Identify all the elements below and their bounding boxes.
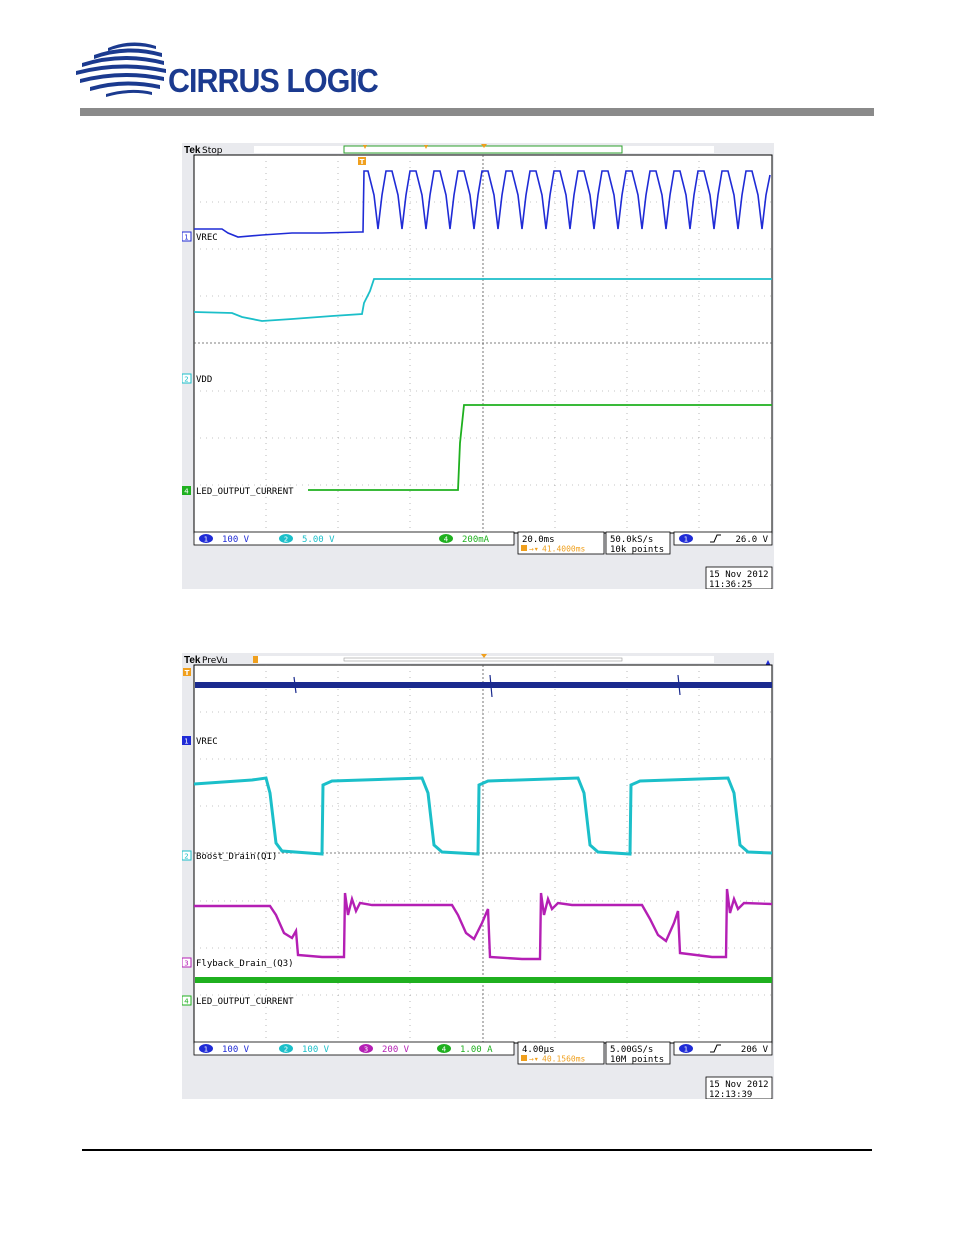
- ch4-marker-icon: [182, 995, 192, 1006]
- record-window-indicator: [343, 657, 623, 662]
- svg-text:1: 1: [204, 1046, 208, 1054]
- svg-text:1: 1: [204, 536, 208, 544]
- ch2-scale: 5.00 V: [302, 535, 335, 545]
- ch1-scale: 100 V: [222, 1045, 250, 1055]
- ch4-label: LED_OUTPUT_CURRENT: [196, 997, 294, 1007]
- svg-text:T: T: [185, 669, 190, 677]
- ch1-marker-icon: [182, 231, 192, 242]
- capture-date: 15 Nov 2012: [709, 1080, 769, 1090]
- ch2-marker-icon: [182, 850, 192, 861]
- ch4-marker-num: 4: [184, 488, 189, 496]
- ch4-marker-icon: [182, 486, 191, 495]
- scope-brand: Tek: [184, 145, 201, 156]
- svg-text:3: 3: [364, 1046, 368, 1054]
- ch1-marker-num: 1: [184, 738, 188, 746]
- ch1-label: VREC: [196, 737, 218, 747]
- svg-text:2: 2: [284, 536, 288, 544]
- ch1-trace: [195, 682, 772, 688]
- record-window-indicator: [343, 145, 623, 154]
- timebase: 20.0ms: [522, 535, 555, 545]
- trigger-level: 206 V: [741, 1045, 769, 1055]
- svg-text:1: 1: [684, 1046, 688, 1054]
- sample-rate: 5.00GS/s: [610, 1045, 653, 1055]
- record-length: 10M points: [610, 1055, 664, 1065]
- ch1-scale: 100 V: [222, 535, 250, 545]
- ch3-scale: 200 V: [382, 1045, 410, 1055]
- trigger-position-icon: [424, 145, 428, 149]
- ch3-label: Flyback_Drain_(Q3): [196, 959, 294, 969]
- capture-time: 12:13:39: [709, 1090, 752, 1099]
- svg-text:T: T: [360, 158, 365, 166]
- ch4-scale: 200mA: [462, 535, 490, 545]
- ch2-scale: 100 V: [302, 1045, 330, 1055]
- ch3-marker-num: 3: [184, 960, 188, 968]
- scope-status: PreVu: [202, 656, 228, 666]
- ch2-marker-num: 2: [184, 376, 188, 384]
- ch2-marker-icon: [182, 373, 192, 384]
- ch4-trace: [308, 404, 772, 491]
- trigger-expansion-icon: [481, 144, 487, 148]
- ch4-marker-num: 4: [184, 998, 189, 1006]
- trigger-delay: 41.4000ms: [542, 545, 586, 554]
- registered-mark: ®: [357, 69, 364, 79]
- ch4-scale: 1.00 A: [460, 1045, 493, 1055]
- oscilloscope-capture-1: Tek Stop T 1 VREC 2 VDD: [182, 143, 774, 589]
- svg-text:2: 2: [284, 1046, 288, 1054]
- scope-brand: Tek: [184, 655, 201, 666]
- ch3-marker-icon: [182, 957, 192, 968]
- svg-text:1: 1: [684, 536, 688, 544]
- capture-date: 15 Nov 2012: [709, 570, 769, 580]
- trigger-position-icon: [253, 656, 258, 663]
- trigger-marker-icon: [363, 145, 367, 149]
- capture-time: 11:36:25: [709, 580, 752, 589]
- rising-edge-icon: [710, 1044, 721, 1053]
- header-rule: [80, 108, 874, 116]
- ch2-label: VDD: [196, 375, 212, 385]
- ch1-label: VREC: [196, 233, 218, 243]
- svg-text:→▾: →▾: [529, 545, 539, 554]
- ch4-trace: [195, 977, 772, 983]
- trigger-t-icon: [183, 668, 191, 676]
- ch4-label: LED_OUTPUT_CURRENT: [196, 487, 294, 497]
- scope-status: Stop: [202, 146, 223, 156]
- cirrus-logic-logo: [76, 42, 166, 97]
- oscilloscope-capture-2: Tek PreVu T 1 VREC 2 Boost_: [182, 653, 774, 1099]
- svg-text:4: 4: [442, 1046, 447, 1054]
- ch2-trace: [193, 278, 772, 322]
- trigger-level: 26.0 V: [735, 535, 768, 545]
- trigger-expansion-icon: [481, 654, 487, 658]
- ch1-trace: [194, 170, 771, 238]
- ch2-trace: [193, 776, 773, 856]
- sample-rate: 50.0kS/s: [610, 535, 653, 545]
- record-length: 10k points: [610, 545, 664, 555]
- rising-edge-icon: [710, 534, 721, 543]
- ch2-label: Boost_Drain(Q1): [196, 852, 277, 862]
- ch1-marker-icon: [182, 736, 191, 745]
- svg-text:4: 4: [444, 536, 449, 544]
- ch2-marker-num: 2: [184, 853, 188, 861]
- brand-name: CIRRUS LOGIC: [168, 62, 379, 99]
- trigger-t-icon: [358, 157, 366, 165]
- ch1-marker-num: 1: [184, 234, 188, 242]
- trigger-delay: 40.1560ms: [542, 1055, 586, 1064]
- timebase: 4.00µs: [522, 1045, 555, 1055]
- footer-rule: [82, 1149, 872, 1151]
- ch3-trace: [194, 888, 773, 961]
- svg-text:→▾: →▾: [529, 1055, 539, 1064]
